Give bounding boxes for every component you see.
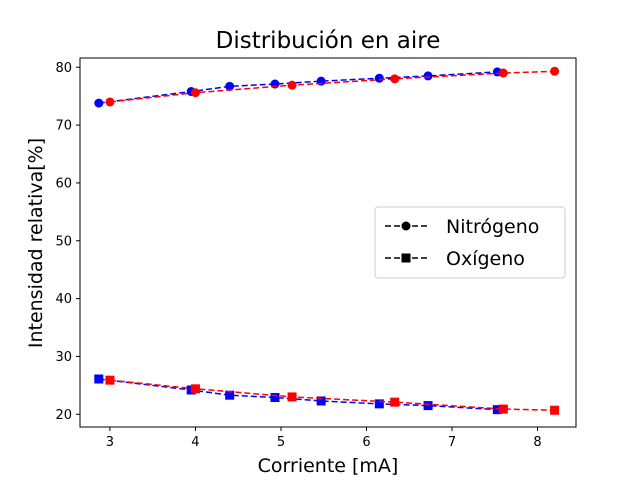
data-point — [316, 396, 326, 406]
y-tick-label: 50 — [55, 234, 72, 249]
data-point — [550, 66, 560, 76]
data-point — [374, 399, 384, 409]
x-tick-label: 5 — [277, 435, 285, 450]
x-axis: 3 4 5 6 7 8 — [106, 427, 542, 450]
data-point — [94, 374, 104, 384]
series-2 — [94, 374, 502, 415]
data-point — [423, 71, 433, 81]
x-tick-label: 6 — [362, 435, 370, 450]
data-point — [190, 88, 200, 98]
x-axis-title: Corriente [mA] — [258, 455, 399, 477]
y-tick-label: 70 — [55, 119, 72, 134]
legend-entry: Oxígeno — [385, 248, 525, 270]
y-axis: 20 30 40 50 60 70 80 — [55, 61, 80, 423]
data-point — [498, 404, 508, 414]
plot-area — [79, 57, 577, 428]
x-tick-label: 7 — [448, 435, 456, 450]
data-point — [105, 97, 115, 107]
legend-box — [374, 206, 566, 279]
series-0 — [94, 67, 502, 108]
data-point — [270, 393, 280, 403]
data-point — [550, 405, 560, 415]
data-point — [105, 375, 115, 385]
data-point — [390, 397, 400, 407]
series-1 — [105, 66, 560, 107]
x-tick-label: 8 — [533, 435, 541, 450]
y-tick-label: 60 — [55, 176, 72, 191]
legend-entry: Nitrógeno — [385, 216, 539, 238]
data-point — [190, 384, 200, 394]
data-point — [225, 81, 235, 91]
legend-marker — [401, 221, 411, 231]
data-point — [498, 68, 508, 78]
legend-label: Oxígeno — [446, 248, 525, 270]
series-line — [109, 379, 555, 411]
data-point — [287, 392, 297, 402]
x-tick-label: 3 — [106, 435, 114, 450]
data-point — [492, 405, 502, 415]
y-axis-title: Intensidad relativa[%] — [25, 138, 47, 348]
y-tick-label: 40 — [55, 292, 72, 307]
data-point — [374, 73, 384, 83]
data-point — [423, 401, 433, 411]
series-line — [109, 70, 555, 103]
data-point — [287, 80, 297, 90]
y-tick-label: 20 — [55, 408, 72, 423]
legend: Nitrógeno Oxígeno — [374, 206, 566, 279]
series-layer — [94, 66, 560, 415]
legend-marker — [401, 253, 411, 263]
data-point — [94, 98, 104, 108]
series-3 — [105, 375, 560, 415]
plot-frame — [79, 57, 577, 428]
chart-title: Distribución en aire — [216, 28, 441, 54]
y-tick-label: 80 — [55, 61, 72, 76]
data-point — [225, 390, 235, 400]
legend-label: Nitrógeno — [446, 216, 539, 238]
data-point — [390, 74, 400, 84]
x-tick-label: 4 — [191, 435, 199, 450]
y-tick-label: 30 — [55, 350, 72, 365]
